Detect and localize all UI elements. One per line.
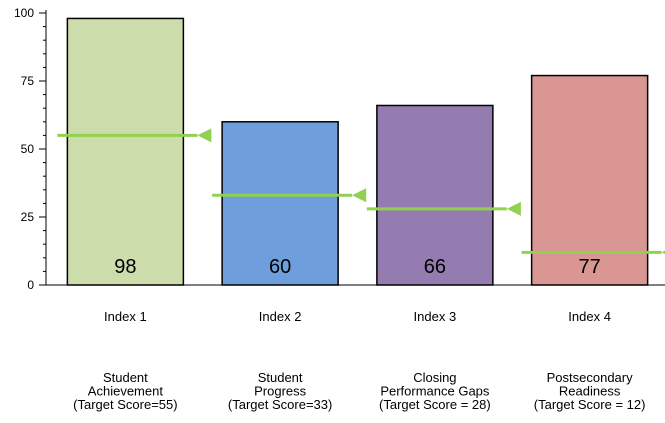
x-category-label: Index 2 (259, 309, 302, 324)
x-category-sublabel: Closing (413, 370, 456, 385)
x-category-sublabel: Student (103, 370, 148, 385)
x-category-sublabel: Student (258, 370, 303, 385)
x-category-sublabel: Progress (254, 384, 307, 399)
target-marker (661, 250, 665, 255)
x-category-sublabel: Performance Gaps (380, 384, 490, 399)
x-category-label: Index 4 (568, 309, 611, 324)
bar (66, 17, 185, 286)
y-tick-label: 100 (14, 6, 34, 20)
x-category-sublabel: (Target Score = 28) (379, 397, 491, 412)
x-category-sublabel: (Target Score=33) (228, 397, 332, 412)
bar (376, 104, 494, 286)
target-marker (197, 128, 212, 143)
x-category-sublabel: Readiness (559, 384, 621, 399)
target-marker (506, 201, 521, 216)
x-category-sublabel: (Target Score=55) (73, 397, 177, 412)
bar (221, 121, 339, 286)
x-category-label: Index 3 (414, 309, 457, 324)
x-category-label: Index 1 (104, 309, 147, 324)
x-category-sublabel: (Target Score = 12) (534, 397, 646, 412)
x-category-sublabel: Achievement (88, 384, 164, 399)
bar-value-label: 60 (269, 256, 291, 278)
y-tick-label: 50 (21, 142, 35, 156)
y-tick-label: 25 (21, 210, 35, 224)
target-marker (352, 188, 367, 203)
y-tick-label: 0 (27, 278, 34, 292)
bar-value-label: 98 (114, 256, 136, 278)
bar-value-label: 66 (424, 256, 446, 278)
y-tick-label: 75 (21, 74, 35, 88)
x-category-sublabel: Postsecondary (547, 370, 633, 385)
bar-value-label: 77 (579, 256, 601, 278)
bar (530, 74, 649, 286)
